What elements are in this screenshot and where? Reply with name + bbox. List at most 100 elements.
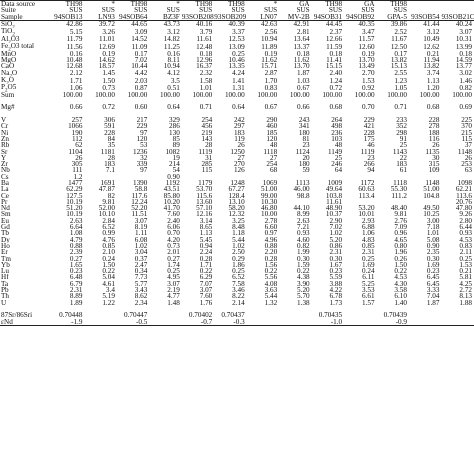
- table-cell: 3.09: [134, 28, 148, 36]
- table-cell: 4.77: [167, 293, 180, 300]
- table-cell: 13.70: [293, 63, 310, 70]
- table-row: εNd -1.9 -0.5 -0.7 -0.3 -1.0 -0.9: [0, 318, 474, 326]
- table-cell: 1390: [132, 180, 148, 187]
- table-cell: 100.00: [257, 91, 278, 99]
- table-row: Pb 2.31 3.4 3.43 2.19 3.07 3.46 3.63 5.20 4.22 3.5…: [0, 287, 474, 293]
- table-cell: 0.29: [232, 255, 245, 262]
- table-cell: 99.00: [261, 192, 278, 199]
- table-cell: 14.82: [163, 35, 180, 44]
- table-cell: 100.00: [419, 91, 440, 99]
- table-cell: 42.91: [293, 20, 310, 29]
- table-cell: [408, 318, 442, 326]
- table-row: Rb 62 35 53 89 28 26 48 23 48 46 25 26 37: [0, 142, 474, 148]
- table-cell: 0.64: [167, 104, 180, 111]
- table-cell: 13.77: [455, 63, 472, 70]
- table-cell: 12.16: [196, 211, 213, 218]
- table-cell: 104.8: [423, 192, 440, 199]
- table-row: Fe2O3 total 11.56 12.69 11.09 11.25 12.48 13.0…: [0, 43, 474, 50]
- table-cell: 1149: [327, 148, 343, 155]
- header-cell: SUS: [69, 7, 83, 14]
- table-cell: 143: [201, 135, 213, 143]
- table-cell: 2.03: [134, 76, 148, 85]
- table-cell: 1098: [457, 180, 472, 187]
- table-cell: 0.99: [102, 230, 115, 237]
- table-cell: 1.38: [297, 299, 310, 306]
- row-label: Yb: [1, 261, 10, 269]
- table-cell: 6.52: [102, 224, 115, 231]
- table-cell: 98.8: [297, 192, 310, 199]
- table-row: Sr 1104 1181 1236 1082 1119 1250 1118 1124 1149 11…: [0, 149, 474, 155]
- table-cell: 12.48: [196, 43, 213, 51]
- table-cell: 13.70: [358, 56, 375, 64]
- table-cell: 46.80: [261, 205, 278, 212]
- table-cell: 1.50: [102, 261, 115, 269]
- table-cell: 8.99: [297, 211, 310, 218]
- table-row: MgO 10.48 14.62 7.02 8.11 12.96 10.46 11.62 11.6…: [0, 57, 474, 63]
- table-cell: 6.06: [167, 224, 180, 231]
- table-cell: 0.28: [199, 255, 213, 262]
- table-cell: 0.73: [102, 84, 115, 92]
- table-cell: 39.72: [98, 20, 115, 29]
- table-cell: 3.90: [297, 280, 310, 288]
- table-cell: 40.39: [228, 20, 245, 29]
- table-cell: 0.18: [459, 50, 472, 57]
- table-row: Cs 1.2 0.90: [0, 174, 474, 180]
- table-cell: 4.53: [394, 274, 407, 281]
- table-cell: 0.19: [361, 50, 375, 57]
- table-cell: 48: [334, 142, 343, 149]
- table-cell: 180: [298, 129, 310, 136]
- table-cell: 0.70435: [318, 312, 343, 319]
- table-cell: 183: [396, 161, 407, 168]
- table-cell: 8.19: [134, 224, 148, 231]
- table-cell: [149, 318, 182, 326]
- table-cell: 1236: [132, 148, 148, 155]
- table-cell: 81: [302, 135, 310, 143]
- table-cell: 0.30: [426, 255, 440, 262]
- table-cell: 12.62: [423, 43, 440, 51]
- table-cell: 10.10: [98, 211, 115, 218]
- table-row: V 257 306 217 329 254 242 290 243 264 229 233 228 225: [0, 117, 474, 123]
- table-cell: 44.45: [325, 20, 343, 29]
- table-cell: 1477: [68, 180, 83, 187]
- table-cell: 20.76: [455, 198, 472, 206]
- row-label: Zn: [1, 135, 9, 143]
- table-cell: 8.22: [232, 293, 245, 300]
- row-label: εNd: [0, 318, 52, 326]
- table-cell: 0.22: [297, 268, 310, 275]
- header-cell: BZ3F: [149, 13, 182, 21]
- table-cell: 5.56: [264, 274, 278, 281]
- table-cell: 3.26: [102, 28, 115, 36]
- table-cell: 63: [464, 167, 472, 174]
- table-cell: 28: [205, 142, 213, 149]
- table-cell: 11.01: [99, 35, 115, 44]
- table-cell: 42.63: [261, 20, 278, 29]
- table-row: Tm 0.27 0.24 0.37 0.27 0.28 0.29 0.28 0.30 0.30 0.…: [0, 256, 474, 262]
- table-cell: 11.51: [131, 211, 148, 218]
- table-cell: 1.03: [297, 76, 310, 85]
- table-cell: 1.02: [232, 242, 245, 250]
- table-cell: 4.12: [167, 69, 180, 77]
- table-cell: 43.51: [163, 186, 180, 193]
- table-cell: 1181: [100, 148, 115, 155]
- table-cell: 13.10: [228, 198, 245, 206]
- table-cell: 2.32: [199, 69, 213, 77]
- table-cell: 11.61: [326, 198, 343, 206]
- table-cell: 100.00: [62, 91, 83, 99]
- header-cell: SUS: [296, 7, 310, 14]
- table-cell: 85: [172, 135, 180, 143]
- table-cell: 117.6: [131, 192, 148, 199]
- table-cell: 3.07: [459, 28, 472, 36]
- table-cell: 1.48: [167, 299, 180, 306]
- table-cell: 41.44: [423, 20, 440, 29]
- table-cell: 6.10: [394, 293, 407, 300]
- table-cell: 225: [461, 117, 472, 124]
- table-cell: 2.24: [199, 249, 213, 256]
- table-cell: 51.20: [66, 205, 83, 212]
- row-label: Na2O: [1, 69, 18, 77]
- table-cell: 278: [428, 123, 440, 130]
- table-cell: 1172: [360, 180, 375, 187]
- table-cell: 266: [363, 161, 375, 168]
- table-cell: 0.90: [426, 242, 440, 250]
- table-cell: 0.83: [459, 242, 472, 250]
- table-row: Ho 0.88 0.85 1.02 0.73 0.94 1.02 0.88 0.82 0.86 0.…: [0, 243, 474, 249]
